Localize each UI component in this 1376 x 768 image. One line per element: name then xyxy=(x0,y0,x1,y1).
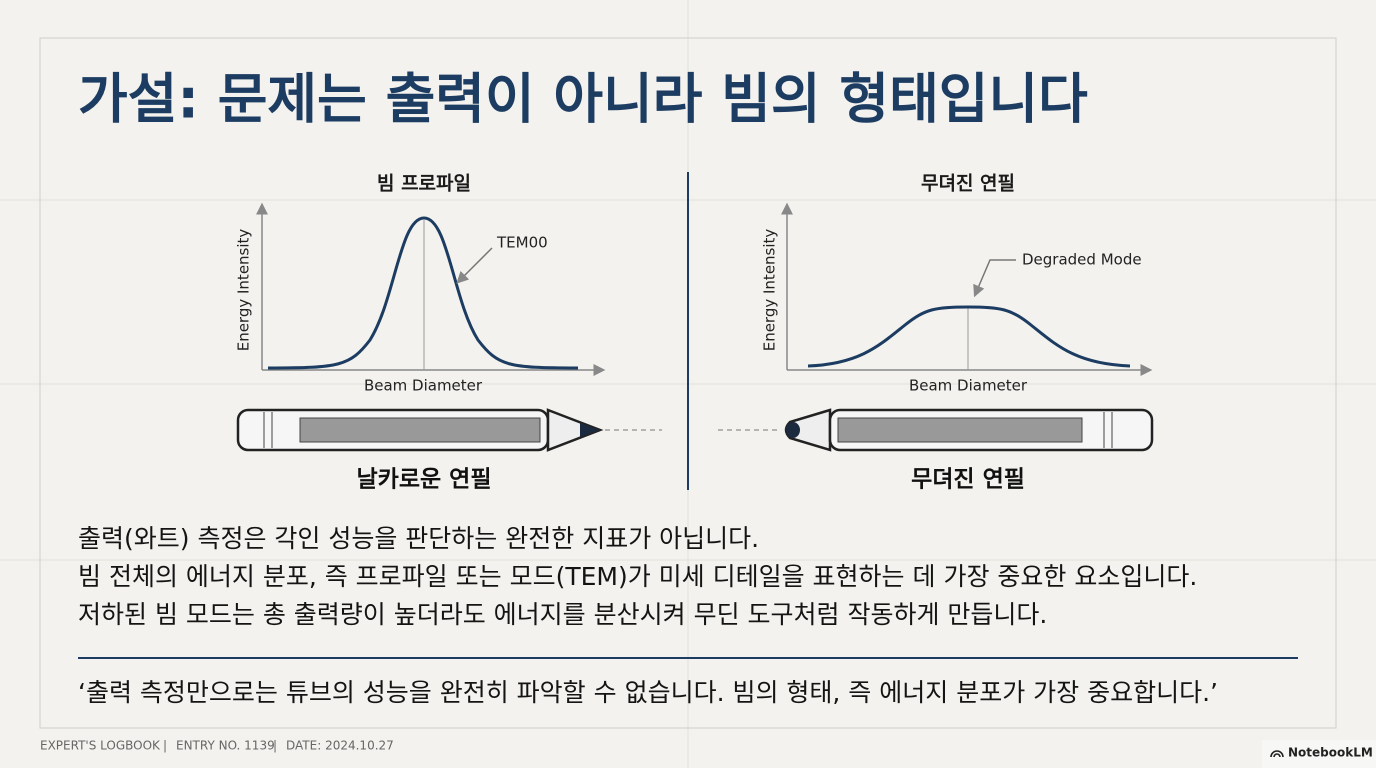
quote: ‘출력 측정만으로는 튜브의 성능을 완전히 파악할 수 없습니다. 빔의 형태… xyxy=(78,678,1218,707)
y-axis-label: Energy Intensity xyxy=(235,229,253,352)
x-axis-label: Beam Diameter xyxy=(909,377,1028,395)
body-line: 출력(와트) 측정은 각인 성능을 판단하는 완전한 지표가 아닙니다. xyxy=(78,524,759,553)
caption: 무뎌진 연필 xyxy=(911,467,1025,493)
x-axis-label: Beam Diameter xyxy=(364,377,483,395)
brand: NotebookLM xyxy=(1288,746,1373,760)
annotation: TEM00 xyxy=(496,234,548,252)
footer-item: DATE: 2024.10.27 xyxy=(286,739,394,753)
annotation-arrow xyxy=(973,259,1016,298)
footer-separator: | xyxy=(273,739,277,753)
annotation-arrow xyxy=(456,247,493,284)
beam-curve xyxy=(807,305,1131,368)
panel-title: 무뎌진 연필 xyxy=(921,173,1015,195)
sharp-pencil xyxy=(236,408,662,452)
blunt-pencil xyxy=(718,408,1154,452)
body-line: 저하된 빔 모드는 총 출력량이 높더라도 에너지를 분산시켜 무딘 도구처럼 … xyxy=(78,600,1047,629)
panel-title: 빔 프로파일 xyxy=(377,173,471,195)
caption: 날카로운 연필 xyxy=(357,467,492,493)
y-axis-label: Energy Intensity xyxy=(761,229,779,352)
brand-badge xyxy=(1262,740,1376,768)
brand-icon xyxy=(1270,750,1284,758)
body-line: 빔 전체의 에너지 분포, 즉 프로파일 또는 모드(TEM)가 미세 디테일을… xyxy=(78,562,1197,591)
title: 가설: 문제는 출력이 아니라 빔의 형태입니다 xyxy=(78,68,1088,131)
frame xyxy=(39,37,1337,729)
annotation: Degraded Mode xyxy=(1022,251,1142,269)
right-panel: 무뎌진 연필 Energy Intensity Beam Diameter De… xyxy=(718,173,1154,493)
footer-separator: | xyxy=(163,739,167,753)
left-panel: 빔 프로파일 Energy Intensity Beam Diameter TE… xyxy=(235,173,662,493)
footer-item: EXPERT'S LOGBOOK xyxy=(40,739,161,753)
footer-item: ENTRY NO. 1139 xyxy=(176,739,275,753)
beam-curve xyxy=(267,216,579,370)
